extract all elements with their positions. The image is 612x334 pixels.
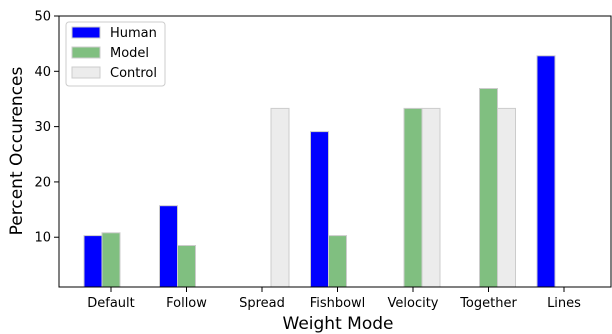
legend-swatch-control: [71, 66, 101, 79]
x-tick-label: Together: [459, 296, 517, 311]
bar-model-fishbowl: [328, 235, 347, 288]
bar-control-together: [497, 107, 516, 288]
bar-model-velocity: [403, 107, 423, 288]
bar-human-fishbowl: [310, 131, 329, 288]
y-tick-label: 20: [34, 175, 51, 190]
y-axis-ticks: 10 20 30 40 50: [34, 10, 59, 246]
bar-model-follow: [177, 245, 196, 288]
x-tick-label: Fishbowl: [310, 296, 366, 311]
x-tick-label: Default: [87, 296, 135, 311]
legend-swatch-human: [71, 26, 101, 39]
y-tick-label: 50: [34, 10, 51, 25]
bar-human-default: [83, 235, 103, 288]
y-axis-label: Percent Occurences: [7, 66, 27, 235]
bar-model-together: [479, 88, 498, 288]
y-tick-label: 30: [34, 120, 51, 135]
x-axis-ticks: Default Follow Spread Fishbowl Velocity Toget…: [87, 287, 581, 311]
x-tick-label: Follow: [166, 296, 207, 311]
legend-label-model: Model: [110, 46, 149, 61]
bar-model-default: [101, 232, 121, 288]
bar-control-velocity: [421, 107, 441, 288]
bar-human-lines: [536, 55, 556, 288]
x-axis-label: Weight Mode: [283, 314, 394, 334]
y-tick-label: 10: [34, 231, 51, 246]
legend-label-human: Human: [110, 26, 157, 41]
x-tick-label: Spread: [239, 296, 285, 311]
x-tick-label: Lines: [547, 296, 581, 311]
y-tick-label: 40: [34, 65, 51, 80]
bars-layer: [83, 55, 556, 288]
x-tick-label: Velocity: [388, 296, 439, 311]
plot-frame: [58, 15, 612, 288]
legend: Human Model Control: [65, 21, 166, 87]
legend-swatch-model: [71, 46, 101, 59]
legend-label-control: Control: [110, 66, 157, 81]
bar-control-spread: [270, 107, 290, 288]
bar-human-follow: [159, 205, 178, 288]
